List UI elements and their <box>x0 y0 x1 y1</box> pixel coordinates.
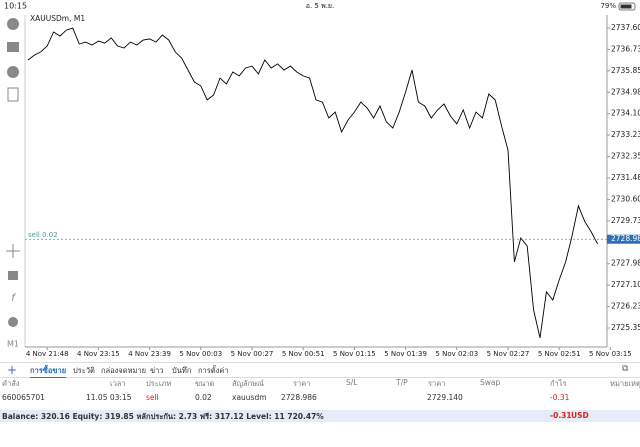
column-header: ราคา <box>428 379 446 388</box>
x-tick-label: 5 Nov 02:27 <box>487 350 530 358</box>
x-tick-label: 5 Nov 02:03 <box>435 350 478 358</box>
x-tick-label: 4 Nov 21:48 <box>26 350 69 358</box>
battery-icon <box>618 2 636 11</box>
x-tick-label: 5 Nov 00:27 <box>231 350 274 358</box>
account-summary: Balance: 320.16 Equity: 319.85 หลักประกั… <box>2 412 324 421</box>
currency: USD <box>571 411 589 420</box>
tab[interactable]: การตั้งค่า <box>198 366 229 375</box>
y-tick-label: 2731.480 <box>611 173 640 182</box>
x-tick-label: 4 Nov 23:39 <box>128 350 171 358</box>
y-tick-label: 2726.230 <box>611 302 640 311</box>
y-tick-label: 2734.980 <box>611 87 640 96</box>
cell-time: 11.05 03:15 <box>86 393 132 402</box>
column-header: ขนาด <box>195 379 215 388</box>
total-profit: -0.31 <box>550 411 572 420</box>
y-tick-label: 2729.730 <box>611 216 640 225</box>
x-tick-label: 5 Nov 03:15 <box>589 350 632 358</box>
tab[interactable]: การซื้อขาย <box>30 365 67 378</box>
tool-crosshair[interactable] <box>6 244 20 258</box>
column-header: หมายเหตุ <box>610 379 640 388</box>
battery-level <box>620 4 632 9</box>
price-box-label: 2728.980 <box>611 234 640 243</box>
status-date: อ. 5 พ.ย. <box>306 2 335 10</box>
x-tick-label: 5 Nov 01:15 <box>333 350 376 358</box>
column-header: ราคา <box>293 379 311 388</box>
tab[interactable]: ข่าว <box>150 366 164 375</box>
y-tick-label: 2737.605 <box>611 23 640 32</box>
cell-order: 660065701 <box>2 393 45 402</box>
status-time: 10:15 <box>4 2 27 11</box>
tool-objects[interactable] <box>8 317 18 327</box>
bottom-panel: + ⧉ การซื้อขาย ประวัติ กล่องจดหมาย ข่าว บันท… <box>0 362 640 447</box>
tool-indicators[interactable] <box>8 271 18 280</box>
column-header: S/L <box>346 378 358 387</box>
y-tick-label: 2727.980 <box>611 259 640 268</box>
y-tick-label: 2725.355 <box>611 323 640 332</box>
footer: Balance: 320.16 Equity: 319.85 หลักประกั… <box>0 410 640 422</box>
column-header: สัญลักษณ์ <box>232 379 265 388</box>
tool-timeframe[interactable]: M1 <box>7 340 19 349</box>
y-tick-label: 2733.230 <box>611 130 640 139</box>
tab[interactable]: บันทึก <box>172 366 192 375</box>
x-tick-label: 5 Nov 00:51 <box>282 350 325 358</box>
x-tick-label: 4 Nov 23:15 <box>77 350 120 358</box>
add-button[interactable]: + <box>7 363 18 377</box>
column-header: T/P <box>396 378 408 387</box>
y-tick-label: 2730.605 <box>611 194 640 203</box>
cell-current: 2729.140 <box>427 393 463 402</box>
symbol-title: XAUUSDm, M1 <box>30 14 85 23</box>
tab[interactable]: ประวัติ <box>73 366 95 375</box>
y-tick-label: 2734.105 <box>611 109 640 118</box>
y-tick-label: 2735.855 <box>611 66 640 75</box>
column-header: กำไร <box>550 379 567 388</box>
column-header: Swap <box>480 378 501 387</box>
column-header: คำสั่ง <box>2 379 20 388</box>
x-tick-label: 5 Nov 01:39 <box>384 350 427 358</box>
cell-type: sell <box>146 393 159 402</box>
cell-volume: 0.02 <box>195 393 212 402</box>
cell-symbol: xauusdm <box>232 393 267 402</box>
x-tick-label: 5 Nov 02:51 <box>538 350 581 358</box>
price-box <box>607 234 640 244</box>
tool-account[interactable] <box>7 18 19 30</box>
column-header: ประเภท <box>146 379 172 388</box>
cell-profit: -0.31 <box>550 393 570 402</box>
tab-bar: + ⧉ การซื้อขาย ประวัติ กล่องจดหมาย ข่าว บันท… <box>0 362 640 378</box>
x-tick-label: 5 Nov 00:03 <box>179 350 222 358</box>
tool-add[interactable] <box>7 87 19 102</box>
layout-button[interactable]: ⧉ <box>622 364 629 374</box>
y-tick-label: 2736.730 <box>611 44 640 53</box>
price-line <box>27 27 598 339</box>
tool-chat[interactable] <box>7 66 19 78</box>
status-battery: 79% <box>600 2 616 10</box>
position-row[interactable]: 660065701 11.05 03:15 sell 0.02 xauusdm 2728.… <box>0 393 640 405</box>
background <box>0 0 640 362</box>
tab[interactable]: กล่องจดหมาย <box>101 366 147 375</box>
y-tick-label: 2732.355 <box>611 152 640 161</box>
sell-label: sell 0.02 <box>28 231 58 239</box>
tool-trade[interactable] <box>7 42 19 52</box>
tool-function[interactable]: f <box>11 293 16 304</box>
cell-price: 2728.986 <box>281 393 317 402</box>
chart: 10:15 อ. 5 พ.ย. 79% f M1 XAUUSDm, M1 273… <box>0 0 640 362</box>
y-tick-label: 2727.105 <box>611 280 640 289</box>
column-header: เวลา <box>110 379 126 388</box>
table-header: คำสั่ง เวลา ประเภท ขนาด สัญลักษณ์ ราคา S/L T/P ร… <box>0 378 640 390</box>
